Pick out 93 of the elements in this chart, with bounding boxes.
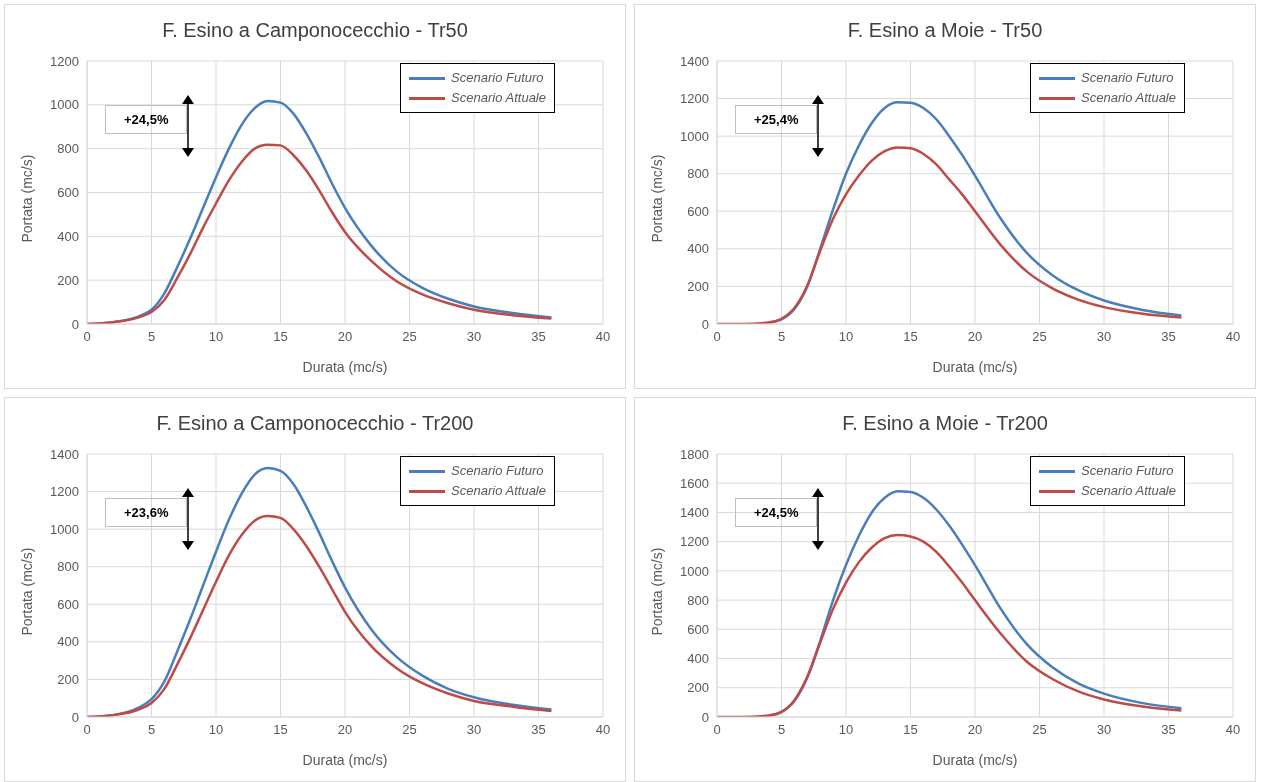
x-tick-label: 5 bbox=[147, 722, 156, 738]
y-tick-label: 600 bbox=[687, 621, 709, 637]
x-axis-title: Durata (mc/s) bbox=[932, 359, 1018, 375]
x-tick-label: 5 bbox=[777, 722, 786, 738]
y-tick-label: 1400 bbox=[50, 446, 79, 462]
y-tick-label: 400 bbox=[57, 228, 79, 244]
annotation: +23,6% bbox=[105, 498, 188, 527]
y-tick-label: 1800 bbox=[680, 446, 709, 462]
legend-label: Scenario Attuale bbox=[451, 89, 546, 107]
y-tick-label: 200 bbox=[57, 672, 79, 688]
y-axis-title: Portata (mc/s) bbox=[18, 154, 35, 243]
x-tick-label: 20 bbox=[967, 722, 983, 738]
x-tick-label: 25 bbox=[402, 722, 417, 738]
x-tick-label: 20 bbox=[967, 329, 983, 345]
x-tick-label: 30 bbox=[1096, 722, 1112, 738]
x-tick-label: 30 bbox=[466, 329, 482, 345]
y-tick-label: 200 bbox=[687, 279, 709, 295]
y-tick-label: 1000 bbox=[50, 97, 79, 113]
legend-label: Scenario Futuro bbox=[1081, 69, 1174, 87]
x-tick-label: 15 bbox=[903, 722, 918, 738]
y-tick-label: 1400 bbox=[680, 505, 709, 521]
annotation: +24,5% bbox=[735, 498, 818, 527]
legend-label: Scenario Attuale bbox=[1081, 482, 1176, 500]
y-tick-label: 400 bbox=[687, 241, 709, 257]
chart-title: F. Esino a Moie - Tr50 bbox=[846, 19, 1044, 43]
x-tick-label: 10 bbox=[838, 329, 854, 345]
y-tick-label: 0 bbox=[71, 709, 79, 725]
x-tick-label: 35 bbox=[1161, 329, 1176, 345]
annotation: +24,5% bbox=[105, 105, 188, 134]
y-axis-title: Portata (mc/s) bbox=[648, 547, 665, 636]
y-tick-label: 0 bbox=[701, 316, 709, 332]
x-tick-label: 30 bbox=[466, 722, 482, 738]
x-tick-label: 0 bbox=[83, 722, 91, 738]
legend-label: Scenario Attuale bbox=[451, 482, 546, 500]
x-tick-label: 35 bbox=[1161, 722, 1176, 738]
x-tick-label: 15 bbox=[903, 329, 918, 345]
x-tick-label: 40 bbox=[595, 329, 611, 345]
x-tick-label: 35 bbox=[531, 329, 546, 345]
legend-label: Scenario Futuro bbox=[451, 69, 544, 87]
annotation: +25,4% bbox=[735, 105, 818, 134]
y-tick-label: 800 bbox=[687, 592, 709, 608]
y-tick-label: 1400 bbox=[680, 53, 709, 69]
x-tick-label: 5 bbox=[147, 329, 156, 345]
chart-title: F. Esino a Camponocecchio - Tr50 bbox=[161, 19, 469, 43]
legend-label: Scenario Futuro bbox=[451, 462, 544, 480]
y-tick-label: 600 bbox=[57, 596, 79, 612]
legend-label: Scenario Futuro bbox=[1081, 462, 1174, 480]
y-tick-label: 200 bbox=[57, 272, 79, 288]
y-tick-label: 1000 bbox=[680, 128, 709, 144]
y-tick-label: 600 bbox=[687, 203, 709, 219]
y-tick-label: 1200 bbox=[680, 534, 709, 550]
x-tick-label: 10 bbox=[208, 722, 224, 738]
x-tick-label: 15 bbox=[273, 329, 288, 345]
x-tick-label: 0 bbox=[83, 329, 91, 345]
y-tick-label: 200 bbox=[687, 680, 709, 696]
y-tick-label: 1000 bbox=[680, 563, 709, 579]
y-axis-title: Portata (mc/s) bbox=[18, 547, 35, 636]
x-tick-label: 25 bbox=[1032, 329, 1047, 345]
x-tick-label: 25 bbox=[402, 329, 417, 345]
x-tick-label: 35 bbox=[531, 722, 546, 738]
y-tick-label: 800 bbox=[687, 166, 709, 182]
x-tick-label: 10 bbox=[208, 329, 224, 345]
x-tick-label: 30 bbox=[1096, 329, 1112, 345]
y-tick-label: 600 bbox=[57, 185, 79, 201]
y-tick-label: 0 bbox=[71, 316, 79, 332]
x-tick-label: 40 bbox=[1225, 722, 1241, 738]
y-tick-label: 400 bbox=[687, 651, 709, 667]
x-tick-label: 10 bbox=[838, 722, 854, 738]
x-tick-label: 20 bbox=[337, 329, 353, 345]
x-tick-label: 15 bbox=[273, 722, 288, 738]
y-tick-label: 1000 bbox=[50, 521, 79, 537]
x-tick-label: 0 bbox=[713, 722, 721, 738]
x-tick-label: 25 bbox=[1032, 722, 1047, 738]
x-axis-title: Durata (mc/s) bbox=[932, 752, 1018, 768]
x-tick-label: 0 bbox=[713, 329, 721, 345]
x-axis-title: Durata (mc/s) bbox=[302, 359, 388, 375]
x-axis-title: Durata (mc/s) bbox=[302, 752, 388, 768]
legend-label: Scenario Attuale bbox=[1081, 89, 1176, 107]
y-tick-label: 1200 bbox=[50, 53, 79, 69]
y-tick-label: 800 bbox=[57, 559, 79, 575]
y-tick-label: 1200 bbox=[50, 484, 79, 500]
y-tick-label: 400 bbox=[57, 634, 79, 650]
chart-title: F. Esino a Moie - Tr200 bbox=[841, 412, 1049, 436]
y-tick-label: 1600 bbox=[680, 475, 709, 491]
y-tick-label: 1200 bbox=[680, 91, 709, 107]
y-tick-label: 0 bbox=[701, 709, 709, 725]
x-tick-label: 40 bbox=[595, 722, 611, 738]
x-tick-label: 20 bbox=[337, 722, 353, 738]
y-tick-label: 800 bbox=[57, 141, 79, 157]
chart-title: F. Esino a Camponocecchio - Tr200 bbox=[155, 412, 475, 436]
y-axis-title: Portata (mc/s) bbox=[648, 154, 665, 243]
x-tick-label: 40 bbox=[1225, 329, 1241, 345]
x-tick-label: 5 bbox=[777, 329, 786, 345]
